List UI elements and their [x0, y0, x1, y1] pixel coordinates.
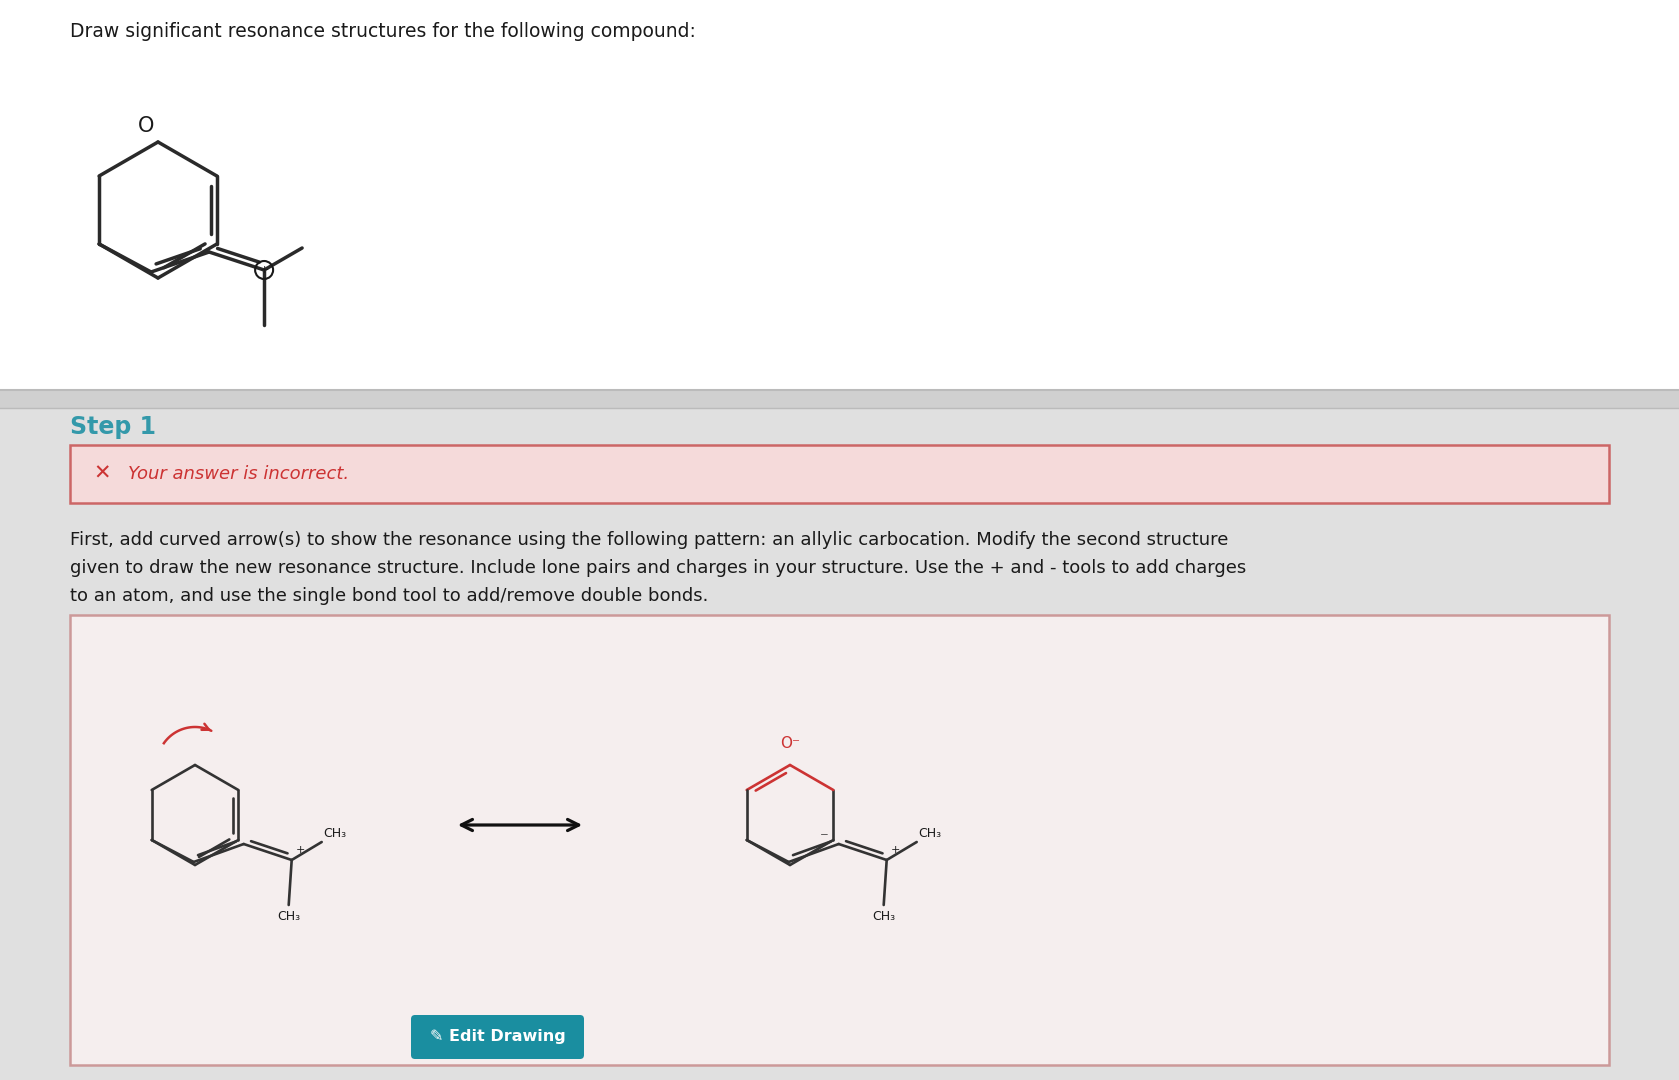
- Text: +: +: [890, 845, 900, 855]
- FancyBboxPatch shape: [71, 615, 1608, 1065]
- Text: +: +: [296, 845, 306, 855]
- Text: to an atom, and use the single bond tool to add/remove double bonds.: to an atom, and use the single bond tool…: [71, 588, 709, 605]
- FancyBboxPatch shape: [71, 445, 1608, 503]
- FancyBboxPatch shape: [0, 408, 1679, 1080]
- FancyBboxPatch shape: [411, 1015, 584, 1059]
- Text: Draw significant resonance structures for the following compound:: Draw significant resonance structures fo…: [71, 22, 695, 41]
- Text: Your answer is incorrect.: Your answer is incorrect.: [128, 465, 349, 483]
- Text: ✎ Edit Drawing: ✎ Edit Drawing: [430, 1029, 566, 1044]
- Text: +: +: [260, 265, 269, 275]
- Text: O⁻: O⁻: [781, 735, 799, 751]
- Text: CH₃: CH₃: [871, 910, 895, 923]
- Text: CH₃: CH₃: [324, 827, 348, 840]
- Text: O: O: [138, 116, 154, 136]
- Text: given to draw the new resonance structure. Include lone pairs and charges in you: given to draw the new resonance structur…: [71, 559, 1246, 577]
- FancyBboxPatch shape: [0, 0, 1679, 390]
- Text: ⁻: ⁻: [819, 829, 828, 847]
- Text: Step 1: Step 1: [71, 415, 156, 438]
- Text: First, add curved arrow(s) to show the resonance using the following pattern: an: First, add curved arrow(s) to show the r…: [71, 531, 1229, 549]
- Text: ✕: ✕: [94, 464, 111, 484]
- Text: CH₃: CH₃: [277, 910, 301, 923]
- FancyBboxPatch shape: [0, 390, 1679, 408]
- Text: CH₃: CH₃: [918, 827, 942, 840]
